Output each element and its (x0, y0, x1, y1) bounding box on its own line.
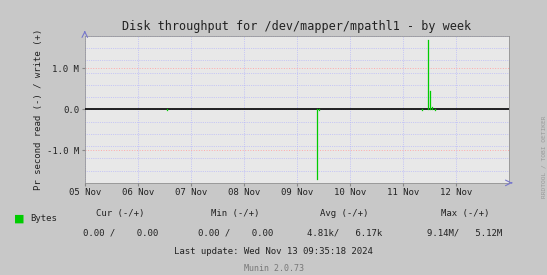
Y-axis label: Pr second read (-) / write (+): Pr second read (-) / write (+) (34, 29, 43, 190)
Text: 0.00 /    0.00: 0.00 / 0.00 (197, 228, 273, 237)
Text: 0.00 /    0.00: 0.00 / 0.00 (83, 228, 158, 237)
Text: Last update: Wed Nov 13 09:35:18 2024: Last update: Wed Nov 13 09:35:18 2024 (174, 248, 373, 256)
Title: Disk throughput for /dev/mapper/mpathl1 - by week: Disk throughput for /dev/mapper/mpathl1 … (122, 20, 472, 33)
Text: RRDTOOL / TOBI OETIKER: RRDTOOL / TOBI OETIKER (542, 116, 547, 198)
Text: Avg (-/+): Avg (-/+) (321, 209, 369, 218)
Text: Min (-/+): Min (-/+) (211, 209, 259, 218)
Text: Bytes: Bytes (30, 214, 57, 223)
Text: Max (-/+): Max (-/+) (441, 209, 489, 218)
Text: Munin 2.0.73: Munin 2.0.73 (243, 264, 304, 273)
Text: 9.14M/   5.12M: 9.14M/ 5.12M (427, 228, 503, 237)
Text: ■: ■ (14, 214, 24, 224)
Text: Cur (-/+): Cur (-/+) (96, 209, 144, 218)
Text: 4.81k/   6.17k: 4.81k/ 6.17k (307, 228, 382, 237)
